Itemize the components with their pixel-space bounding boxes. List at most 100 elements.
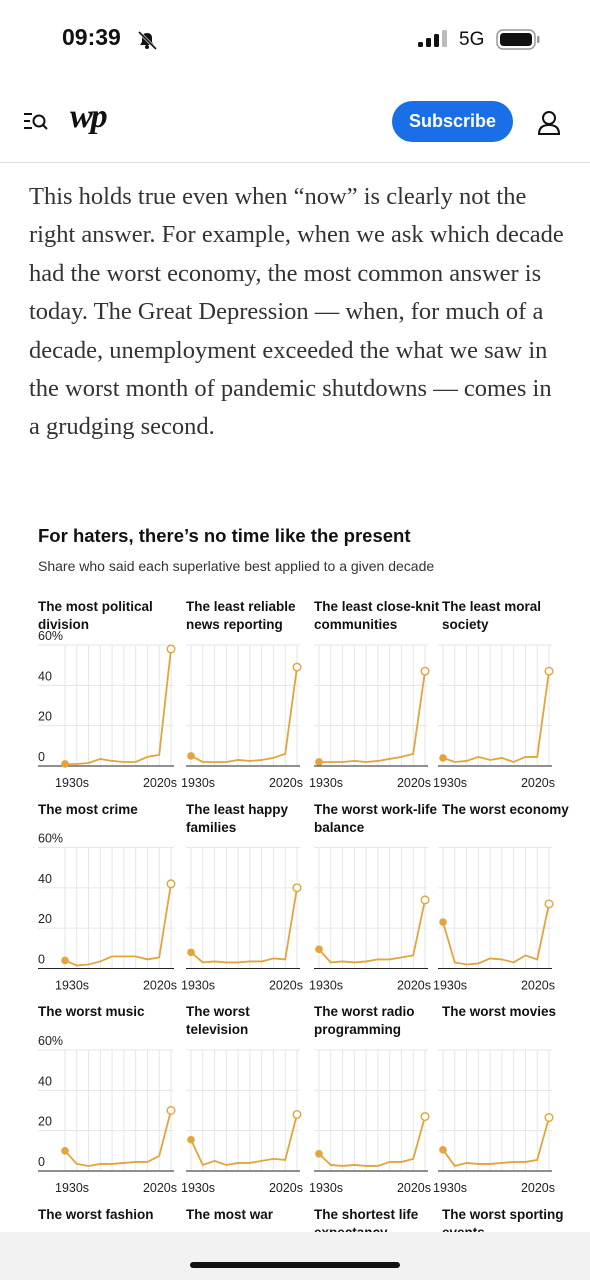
start-point xyxy=(439,754,447,762)
panel-title: The worst movies xyxy=(442,1004,557,1019)
x-tick-label: 2020s xyxy=(269,776,303,790)
y-tick-label: 60% xyxy=(38,832,63,846)
account-icon[interactable] xyxy=(537,110,561,136)
y-tick-label: 40 xyxy=(38,872,52,886)
end-point xyxy=(420,895,430,905)
end-point xyxy=(420,1112,430,1122)
end-point xyxy=(420,666,430,676)
y-tick-label: 60% xyxy=(38,629,63,643)
x-tick-label: 2020s xyxy=(143,979,177,993)
article-paragraph: This holds true even when “now” is clear… xyxy=(29,183,564,441)
end-point xyxy=(292,883,302,893)
panel-title: The worst television xyxy=(186,1004,250,1037)
panel-title: The least moral society xyxy=(442,599,542,632)
start-point xyxy=(61,760,69,768)
x-tick-label: 2020s xyxy=(397,1181,431,1195)
x-tick-label: 2020s xyxy=(521,1181,555,1195)
x-tick-label: 2020s xyxy=(521,979,555,993)
start-point xyxy=(315,758,323,766)
figure-subtitle: Share who said each superlative best app… xyxy=(38,558,435,574)
data-line xyxy=(190,1114,298,1167)
subscribe-button[interactable]: Subscribe xyxy=(392,101,513,142)
y-tick-label: 0 xyxy=(38,953,45,967)
x-tick-label: 2020s xyxy=(397,979,431,993)
menu-search-icon[interactable] xyxy=(24,110,50,134)
home-indicator xyxy=(190,1262,400,1268)
panel-title: The worst music xyxy=(38,1004,145,1019)
data-line xyxy=(64,1110,172,1167)
y-tick-label: 0 xyxy=(38,1155,45,1169)
x-tick-label: 1930s xyxy=(55,1181,89,1195)
data-line xyxy=(442,903,550,966)
x-tick-label: 1930s xyxy=(55,979,89,993)
network: 5G xyxy=(459,29,485,50)
x-tick-label: 2020s xyxy=(269,1181,303,1195)
end-point xyxy=(544,666,554,676)
y-tick-label: 60% xyxy=(38,1034,63,1048)
mute-icon xyxy=(137,30,158,51)
x-tick-label: 2020s xyxy=(521,776,555,790)
end-point xyxy=(292,662,302,672)
start-point xyxy=(187,948,195,957)
start-point xyxy=(61,956,69,965)
panel-title: The most crime xyxy=(38,801,138,817)
panel-title: The least close-knit communities xyxy=(314,599,440,632)
y-tick-label: 40 xyxy=(38,1074,52,1088)
x-tick-label: 1930s xyxy=(433,979,467,993)
end-point xyxy=(166,1105,176,1115)
data-line xyxy=(190,667,298,763)
signal-icon xyxy=(418,30,447,47)
panel-title: The worst economy xyxy=(442,801,569,817)
start-point xyxy=(61,1147,69,1155)
data-line xyxy=(442,671,550,763)
panel-title: The worst radio programming xyxy=(314,1004,415,1037)
x-tick-label: 1930s xyxy=(181,776,215,790)
figure-title: For haters, there’s no time like the pre… xyxy=(38,525,411,546)
data-line xyxy=(318,899,426,964)
end-point xyxy=(166,644,176,654)
y-tick-label: 0 xyxy=(38,750,45,764)
x-tick-label: 1930s xyxy=(55,776,89,790)
panel-title: The worst work-life balance xyxy=(314,801,438,835)
x-tick-label: 2020s xyxy=(143,1181,177,1195)
panel-title: The worst fashion xyxy=(38,1206,154,1222)
y-tick-label: 40 xyxy=(38,669,52,683)
x-tick-label: 2020s xyxy=(143,776,177,790)
start-point xyxy=(187,752,195,760)
y-tick-label: 20 xyxy=(38,1115,52,1129)
x-tick-label: 1930s xyxy=(433,1181,467,1195)
status-time: 09:39 xyxy=(62,24,121,50)
start-point xyxy=(187,1135,195,1144)
battery-icon xyxy=(496,29,540,50)
data-line xyxy=(64,883,172,967)
start-point xyxy=(315,945,323,954)
y-tick-label: 20 xyxy=(38,710,52,724)
logo[interactable]: wp xyxy=(70,98,108,135)
home-bar-area xyxy=(0,1232,590,1280)
panel-title: The least happy families xyxy=(186,801,289,835)
x-tick-label: 1930s xyxy=(433,776,467,790)
x-tick-label: 1930s xyxy=(309,1181,343,1195)
x-tick-label: 1930s xyxy=(181,1181,215,1195)
x-tick-label: 2020s xyxy=(269,979,303,993)
panel-title: The most war xyxy=(186,1206,274,1222)
y-tick-label: 20 xyxy=(38,912,52,926)
x-tick-label: 1930s xyxy=(309,776,343,790)
data-line xyxy=(190,887,298,964)
start-point xyxy=(315,1150,323,1158)
panel-title: The most political division xyxy=(38,599,153,632)
data-line xyxy=(318,1116,426,1167)
data-line xyxy=(319,671,426,763)
end-point xyxy=(544,899,554,909)
header-divider xyxy=(0,162,590,163)
end-point xyxy=(292,1110,302,1120)
data-line xyxy=(65,648,172,765)
start-point xyxy=(439,1146,447,1154)
end-point xyxy=(166,879,176,889)
end-point xyxy=(544,1113,554,1123)
data-line xyxy=(442,1117,550,1167)
x-tick-label: 2020s xyxy=(397,776,431,790)
start-point xyxy=(439,918,447,926)
